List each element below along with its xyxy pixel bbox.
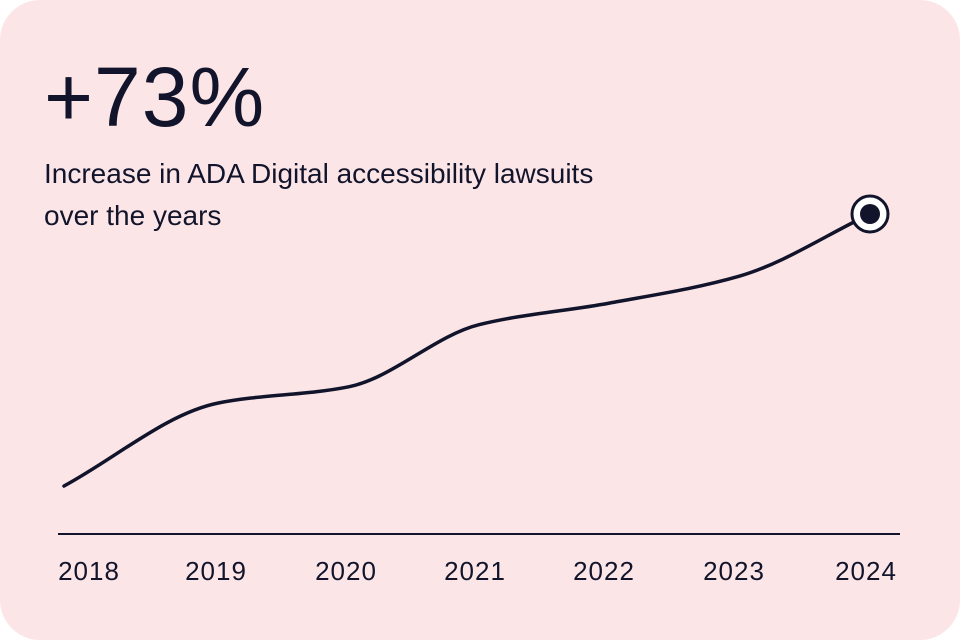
series-line [62,212,872,488]
x-tick-label-2018: 2018 [58,556,120,586]
endpoint-marker-dot [860,204,880,224]
headline-stat: +73% [44,50,266,144]
x-tick-label-2019: 2019 [185,556,247,586]
marker-group [850,194,890,234]
x-tick-label-2020: 2020 [315,556,377,586]
series-group [62,212,872,488]
x-tick-label-2023: 2023 [703,556,765,586]
x-tick-label-2021: 2021 [444,556,506,586]
stat-description: Increase in ADA Digital accessibility la… [44,158,594,231]
x-tick-label-2024: 2024 [835,556,897,586]
x-tick-labels: 2018 2019 2020 2021 2022 2023 2024 [58,556,897,586]
x-tick-label-2022: 2022 [573,556,635,586]
